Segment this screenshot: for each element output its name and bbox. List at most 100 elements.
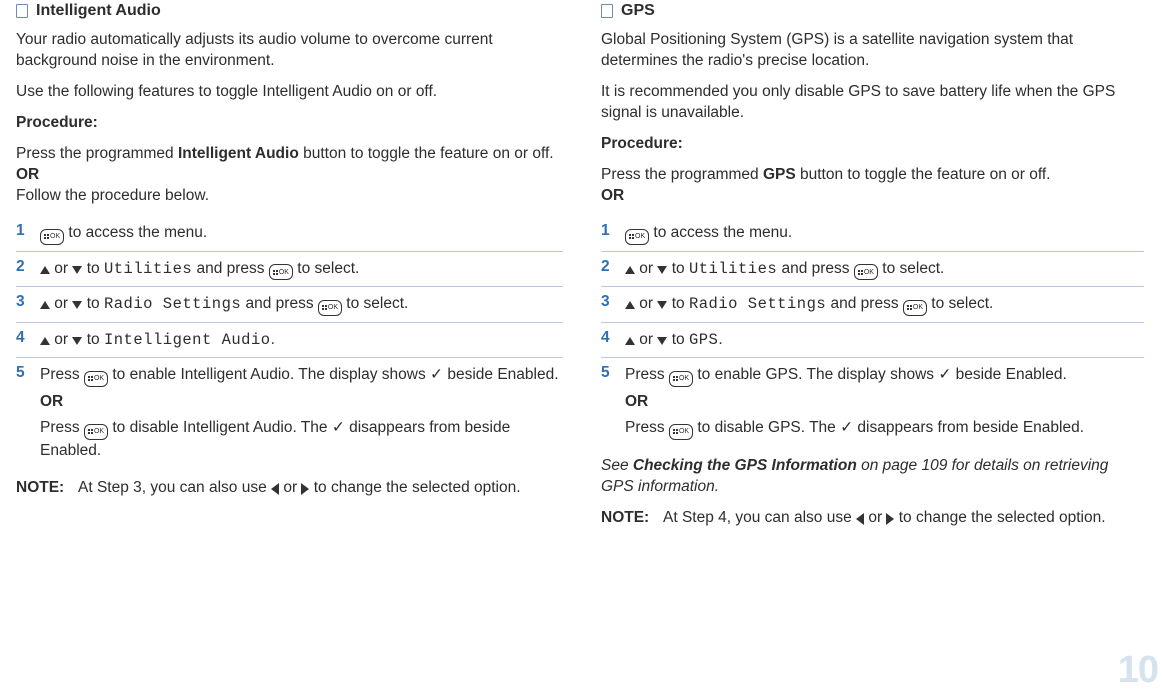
text: to <box>667 295 689 312</box>
text: or <box>864 509 886 526</box>
down-arrow-icon <box>657 266 667 274</box>
note-row: NOTE: At Step 3, you can also use or to … <box>16 478 563 499</box>
document-icon <box>16 4 28 18</box>
down-arrow-icon <box>657 301 667 309</box>
note-row: NOTE: At Step 4, you can also use or to … <box>601 508 1144 529</box>
ok-key-icon: OK <box>84 371 108 387</box>
step-row: 2 or to Utilities and press OK to select… <box>601 252 1144 288</box>
or-label: OR <box>625 391 1084 413</box>
ok-label: OK <box>50 233 60 240</box>
down-arrow-icon <box>72 266 82 274</box>
text: or <box>635 331 657 348</box>
up-arrow-icon <box>625 266 635 274</box>
step-number: 3 <box>16 293 40 311</box>
text: button to toggle the feature on or off. <box>299 145 554 162</box>
text: Press OK to disable GPS. The ✓ disappear… <box>625 417 1084 440</box>
text: and press <box>777 260 854 277</box>
ok-key-icon: OK <box>84 424 108 440</box>
left-arrow-icon <box>856 513 864 525</box>
page: Intelligent Audio Your radio automatical… <box>0 0 1162 694</box>
left-arrow-icon <box>271 483 279 495</box>
see-reference: See Checking the GPS Information on page… <box>601 456 1144 498</box>
text: Press <box>625 366 669 383</box>
text: to <box>82 295 104 312</box>
step-row: 2 or to Utilities and press OK to select… <box>16 252 563 288</box>
ok-key-icon: OK <box>903 300 927 316</box>
text: At Step 3, you can also use <box>78 479 271 496</box>
text: and press <box>192 260 269 277</box>
intro-paragraph: Use the following features to toggle Int… <box>16 82 563 103</box>
text: At Step 4, you can also use <box>663 509 856 526</box>
text: Press OK to disable Intelligent Audio. T… <box>40 417 563 462</box>
text: to select. <box>293 260 359 277</box>
text: to select. <box>342 295 408 312</box>
ok-key-icon: OK <box>269 264 293 280</box>
step-body: or to Intelligent Audio. <box>40 329 275 351</box>
down-arrow-icon <box>657 337 667 345</box>
up-arrow-icon <box>40 266 50 274</box>
menu-item: Utilities <box>104 260 192 278</box>
step-row: 4 or to GPS. <box>601 323 1144 358</box>
ok-key-icon: OK <box>854 264 878 280</box>
text: Press the programmed <box>16 145 178 162</box>
text: to disable GPS. The ✓ disappears from be… <box>693 419 1084 436</box>
step-row: 5 Press OK to enable Intelligent Audio. … <box>16 358 563 468</box>
up-arrow-icon <box>625 301 635 309</box>
step-number: 1 <box>601 222 625 240</box>
menu-item: GPS <box>689 331 718 349</box>
step-row: 4 or to Intelligent Audio. <box>16 323 563 358</box>
step-body: or to Utilities and press OK to select. <box>40 258 359 281</box>
steps-list: 1 OK to access the menu. 2 or to Utiliti… <box>601 216 1144 445</box>
section-title: Intelligent Audio <box>36 2 161 20</box>
step-number: 1 <box>16 222 40 240</box>
intro-paragraph: It is recommended you only disable GPS t… <box>601 82 1144 124</box>
menu-item: Intelligent Audio <box>104 331 271 349</box>
ok-label: OK <box>913 304 923 311</box>
step-body: or to Utilities and press OK to select. <box>625 258 944 281</box>
step-number: 5 <box>16 364 40 382</box>
text: to enable Intelligent Audio. The display… <box>108 366 558 383</box>
step-body: or to Radio Settings and press OK to sel… <box>40 293 408 316</box>
intro-paragraph: Your radio automatically adjusts its aud… <box>16 30 563 72</box>
intro-paragraph: Global Positioning System (GPS) is a sat… <box>601 30 1144 72</box>
section-heading-row: GPS <box>601 2 1144 20</box>
text: or <box>279 479 301 496</box>
note-label: NOTE: <box>601 508 663 529</box>
step-row: 3 or to Radio Settings and press OK to s… <box>16 287 563 323</box>
down-arrow-icon <box>72 301 82 309</box>
ok-key-icon: OK <box>40 229 64 245</box>
step-row: 1 OK to access the menu. <box>601 216 1144 252</box>
up-arrow-icon <box>625 337 635 345</box>
menu-item: Radio Settings <box>104 295 241 313</box>
section-title: GPS <box>621 2 655 20</box>
feature-name: Intelligent Audio <box>178 145 299 162</box>
text: to select. <box>878 260 944 277</box>
step-number: 4 <box>16 329 40 347</box>
text: Press <box>40 419 84 436</box>
up-arrow-icon <box>40 301 50 309</box>
note-label: NOTE: <box>16 478 78 499</box>
document-icon <box>601 4 613 18</box>
steps-list: 1 OK to access the menu. 2 or to Utiliti… <box>16 216 563 468</box>
text: Press <box>40 366 84 383</box>
or-label: OR <box>40 391 563 413</box>
text: Press the programmed <box>601 166 763 183</box>
ok-label: OK <box>328 304 338 311</box>
step-body: or to Radio Settings and press OK to sel… <box>625 293 993 316</box>
ok-key-icon: OK <box>669 371 693 387</box>
text: or <box>50 260 72 277</box>
note-text: At Step 3, you can also use or to change… <box>78 478 521 499</box>
text: to select. <box>927 295 993 312</box>
ok-label: OK <box>864 269 874 276</box>
note-text: At Step 4, you can also use or to change… <box>663 508 1106 529</box>
step-number: 5 <box>601 364 625 382</box>
text: and press <box>826 295 903 312</box>
down-arrow-icon <box>72 337 82 345</box>
text: Follow the procedure below. <box>16 187 209 204</box>
procedure-label: Procedure: <box>16 113 563 134</box>
ok-label: OK <box>635 233 645 240</box>
procedure-text: Press the programmed Intelligent Audio b… <box>16 144 563 207</box>
ok-label: OK <box>94 375 104 382</box>
feature-name: GPS <box>763 166 796 183</box>
step-number: 2 <box>16 258 40 276</box>
